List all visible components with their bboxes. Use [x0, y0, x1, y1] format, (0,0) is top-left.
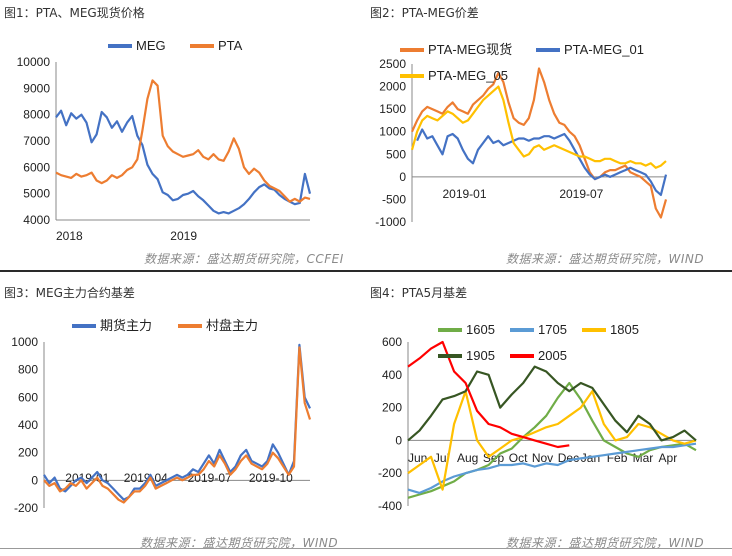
x-tick-label: Dec: [558, 451, 579, 465]
x-tick-label: Aug: [457, 451, 478, 465]
legend-label: 村盘主力: [206, 318, 258, 333]
y-tick-label: 2500: [379, 57, 406, 71]
y-tick-label: 1500: [379, 102, 406, 116]
series-line-PTA: [55, 79, 311, 203]
x-tick-label: 2019: [170, 229, 197, 243]
y-tick-label: 800: [18, 363, 38, 377]
series-line-期货主力: [43, 343, 311, 501]
series-line-PTA-MEG现货: [410, 67, 668, 219]
y-tick-label: -1000: [375, 215, 406, 229]
y-tick-label: 600: [382, 335, 402, 349]
x-tick-label: 2019-10: [249, 471, 293, 485]
y-tick-label: 7000: [23, 134, 50, 148]
y-tick-label: 600: [18, 390, 38, 404]
y-tick-label: 6000: [23, 160, 50, 174]
chart-title: 图2：PTA-MEG价差: [370, 6, 479, 20]
x-tick-label: Apr: [659, 451, 678, 465]
series-line-2005: [407, 340, 570, 449]
chart-meg-pta-spot: 4000 5000 6000 7000 8000 9000 10000 2018 2019 MEG…: [17, 38, 312, 243]
legend-label: PTA: [218, 38, 243, 53]
y-tick-label: -400: [378, 499, 402, 513]
x-tick-label: 2019-07: [188, 471, 232, 485]
legend-label: 1705: [538, 322, 567, 337]
series-line-PTA-MEG_05: [410, 85, 667, 169]
series-line-1905: [407, 365, 697, 442]
chart-title: 图4：PTA5月基差: [370, 286, 468, 300]
x-tick-label: Nov: [532, 451, 553, 465]
x-tick-label: Mar: [633, 451, 654, 465]
legend-label: MEG: [136, 38, 166, 53]
series-line-村盘主力: [43, 346, 312, 504]
legend-label: PTA-MEG现货: [428, 42, 512, 57]
series-line-1805: [407, 390, 697, 491]
y-tick-label: 9000: [23, 81, 50, 95]
series-line-PTA-MEG_01: [416, 128, 668, 196]
y-tick-label: 4000: [23, 213, 50, 227]
legend-label: PTA-MEG_01: [564, 42, 644, 57]
y-tick-label: 500: [386, 147, 406, 161]
source-note: 数据来源：盛达期货研究院，WIND: [506, 252, 705, 266]
y-tick-label: 8000: [23, 108, 50, 122]
x-tick-label: 2019-01: [442, 187, 486, 201]
source-note: 数据来源：盛达期货研究院，CCFEI: [144, 252, 344, 266]
y-tick-label: 2000: [379, 80, 406, 94]
x-tick-label: 2019-07: [559, 187, 603, 201]
legend-label: 1605: [466, 322, 495, 337]
chart-title: 图1：PTA、MEG现货价格: [4, 6, 145, 20]
y-tick-label: 0: [31, 473, 38, 487]
series-line-1605: [407, 381, 697, 499]
y-tick-label: 200: [382, 401, 402, 415]
chart-title: 图3：MEG主力合约基差: [4, 286, 135, 300]
divider: [0, 548, 732, 549]
x-tick-label: 2019-04: [124, 471, 168, 485]
y-tick-label: 400: [18, 418, 38, 432]
y-tick-label: -500: [382, 192, 406, 206]
y-tick-label: -200: [378, 466, 402, 480]
y-tick-label: -200: [14, 501, 38, 515]
x-tick-label: Jul: [434, 451, 449, 465]
divider: [0, 270, 732, 272]
y-tick-label: 0: [395, 433, 402, 447]
y-tick-label: 200: [18, 446, 38, 460]
panel-1: 图1：PTA、MEG现货价格 4000 5000 6000 7000 8000 9000 1…: [0, 0, 366, 270]
panel-2: 图2：PTA-MEG价差 -1000 -500 0 500 1000 1500 2000 25…: [366, 0, 732, 270]
source-note: 数据来源：盛达期货研究院，WIND: [506, 536, 705, 550]
y-tick-label: 1000: [11, 335, 38, 349]
series-line-1705: [407, 442, 697, 494]
y-tick-label: 0: [399, 170, 406, 184]
y-tick-label: 5000: [23, 187, 50, 201]
legend-label: 期货主力: [100, 318, 152, 333]
legend-label: 2005: [538, 348, 567, 363]
y-tick-label: 1000: [379, 125, 406, 139]
y-tick-label: 400: [382, 368, 402, 382]
legend-label: 1905: [466, 348, 495, 363]
legend-label: PTA-MEG_05: [428, 68, 508, 83]
panel-4: 图4：PTA5月基差 -400 -200 0 200 400 600 Jun Jul Aug Se…: [366, 280, 732, 556]
x-tick-label: Oct: [509, 451, 528, 465]
chart-pta-meg-spread: -1000 -500 0 500 1000 1500 2000 2500 2019-01 2019…: [375, 42, 668, 229]
x-tick-label: 2018: [56, 229, 83, 243]
x-tick-label: Jun: [408, 451, 427, 465]
series-line-MEG: [55, 109, 312, 215]
legend-label: 1805: [610, 322, 639, 337]
panel-3: 图3：MEG主力合约基差 -200 0 200 400 600 800 1000 2019-0…: [0, 280, 366, 556]
y-tick-label: 10000: [17, 55, 51, 69]
source-note: 数据来源：盛达期货研究院，WIND: [140, 536, 339, 550]
